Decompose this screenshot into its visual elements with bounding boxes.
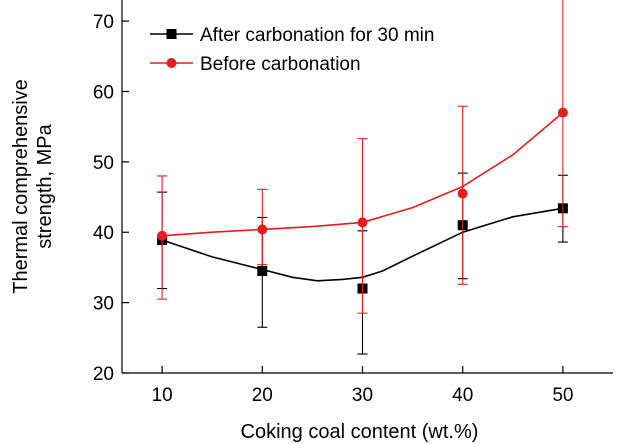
x-axis-ticks: 10 20 30 40 50 [152,366,573,406]
data-point-before-carbonation [257,224,268,235]
legend-label-before-carbonation: Before carbonation [200,54,361,75]
y-tick-label: 60 [93,82,114,103]
x-tick-label: 20 [252,385,273,406]
legend-marker-before-carbonation [166,58,177,68]
y-tick-label: 70 [93,12,114,33]
y-tick-label: 20 [93,364,114,385]
x-tick-label: 10 [152,385,173,406]
series-before-carbonation [157,0,568,314]
y-axis-title-line-1: Thermal comprehensive [10,79,32,294]
y-tick-label: 50 [93,153,114,174]
data-point-before-carbonation [557,107,568,118]
data-point-before-carbonation [157,230,168,241]
y-axis-ticks: 20 30 40 50 60 70 [93,12,129,385]
y-tick-label: 30 [93,294,114,315]
data-point-after-carbonation [257,265,268,276]
x-tick-label: 40 [452,385,473,406]
y-tick-label: 40 [93,223,114,244]
data-point-before-carbonation [457,188,468,199]
legend: After carbonation for 30 min Before carb… [150,25,434,75]
y-axis-title-line-2: strength, MPa [34,123,56,248]
x-tick-label: 30 [352,385,373,406]
x-axis-title: Coking coal content (wt.%) [241,421,479,443]
legend-marker-after-carbonation [166,29,177,39]
series-line-after-carbonation [161,207,564,282]
data-point-before-carbonation [357,217,368,228]
x-tick-label: 50 [552,385,573,406]
series-layer [157,0,568,355]
legend-label-after-carbonation: After carbonation for 30 min [200,25,434,46]
axes [121,0,613,374]
